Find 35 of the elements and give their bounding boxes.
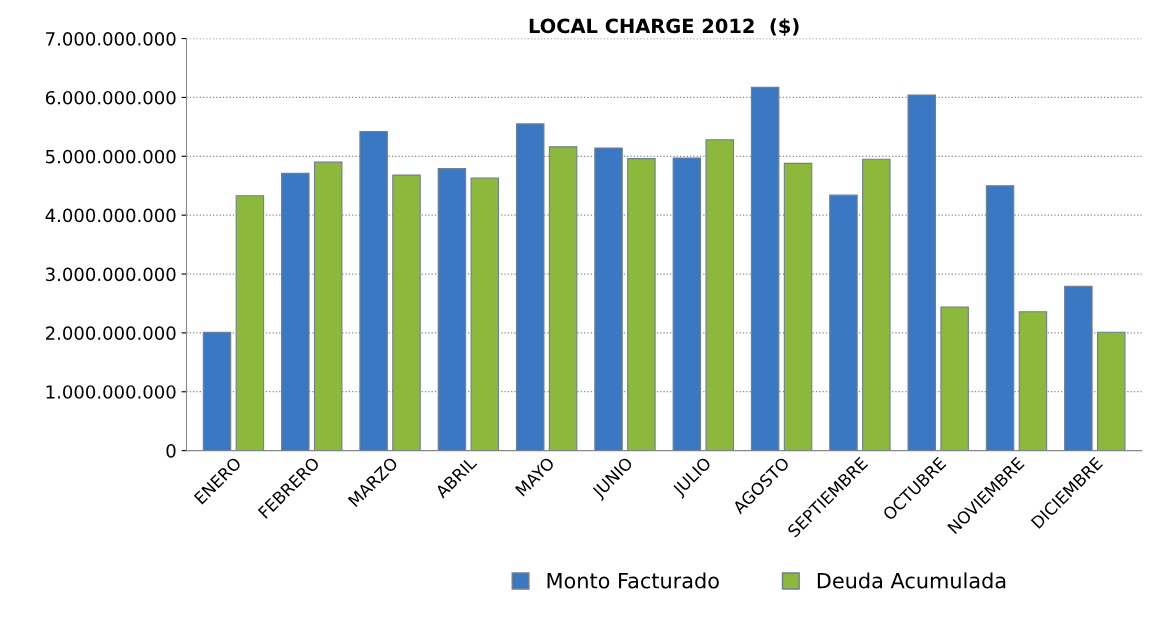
bar bbox=[515, 123, 545, 451]
bar bbox=[1096, 331, 1126, 451]
bar bbox=[829, 194, 858, 451]
bar bbox=[548, 146, 578, 451]
bar bbox=[437, 168, 467, 451]
bar bbox=[281, 172, 310, 451]
bar bbox=[202, 331, 232, 451]
bar bbox=[1064, 285, 1093, 451]
bar bbox=[985, 185, 1015, 451]
y-tick-label: 2.000.000.000 bbox=[45, 326, 176, 340]
bar bbox=[940, 306, 969, 451]
chart-title: LOCAL CHARGE 2012 ($) bbox=[529, 18, 799, 36]
y-tick-label: 3.000.000.000 bbox=[46, 267, 176, 282]
bar bbox=[627, 158, 656, 451]
bar bbox=[235, 195, 265, 451]
bar bbox=[594, 147, 623, 451]
bar bbox=[750, 86, 780, 451]
y-tick-label: 1.000.000.000 bbox=[46, 385, 176, 399]
bar bbox=[392, 174, 421, 451]
bar bbox=[313, 161, 343, 451]
y-tick-label: 4.000.000.000 bbox=[45, 208, 176, 223]
bar bbox=[705, 139, 734, 451]
bar bbox=[862, 158, 891, 451]
bar bbox=[672, 157, 702, 451]
y-tick-label: 6.000.000.000 bbox=[45, 90, 176, 105]
bar bbox=[359, 131, 388, 451]
legend-label: Monto Facturado bbox=[547, 572, 719, 589]
y-tick-label: 0 bbox=[166, 444, 176, 458]
y-tick-label: 5.000.000.000 bbox=[46, 149, 176, 164]
legend-label: Deuda Acumulada bbox=[817, 572, 1006, 589]
bar bbox=[470, 177, 500, 451]
bar bbox=[1018, 311, 1048, 451]
y-tick-label: 7.000.000.000 bbox=[46, 32, 176, 46]
bar bbox=[783, 162, 813, 451]
bar bbox=[907, 94, 937, 451]
